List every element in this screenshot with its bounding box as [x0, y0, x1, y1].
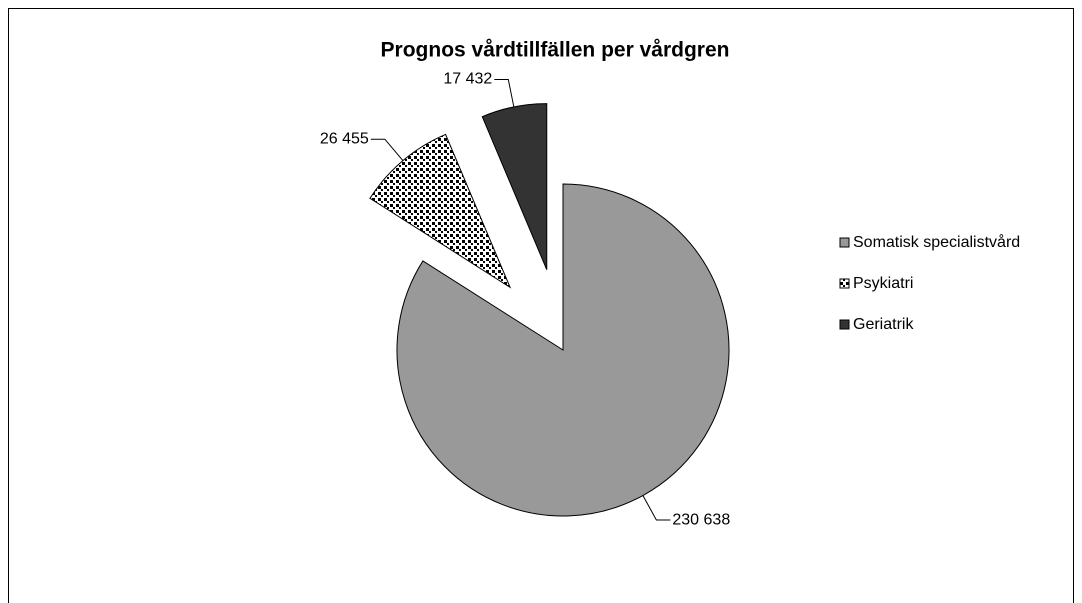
- data-label: 17 432: [443, 71, 492, 88]
- leader-line: [642, 495, 671, 521]
- legend-label: Psykiatri: [853, 275, 913, 292]
- pie-slice: [481, 103, 548, 270]
- leader-line: [494, 78, 515, 108]
- chart-title: Prognos vårdtillfällen per vårdgren: [381, 39, 730, 62]
- legend-label: Geriatrik: [853, 316, 914, 333]
- data-label: 230 638: [672, 511, 730, 528]
- legend-key: [839, 319, 850, 330]
- legend-key: [839, 237, 850, 248]
- legend-label: Somatisk specialistvård: [853, 233, 1020, 251]
- data-label: 26 455: [320, 130, 369, 147]
- leader-line: [370, 138, 404, 161]
- legend-key: [839, 278, 850, 289]
